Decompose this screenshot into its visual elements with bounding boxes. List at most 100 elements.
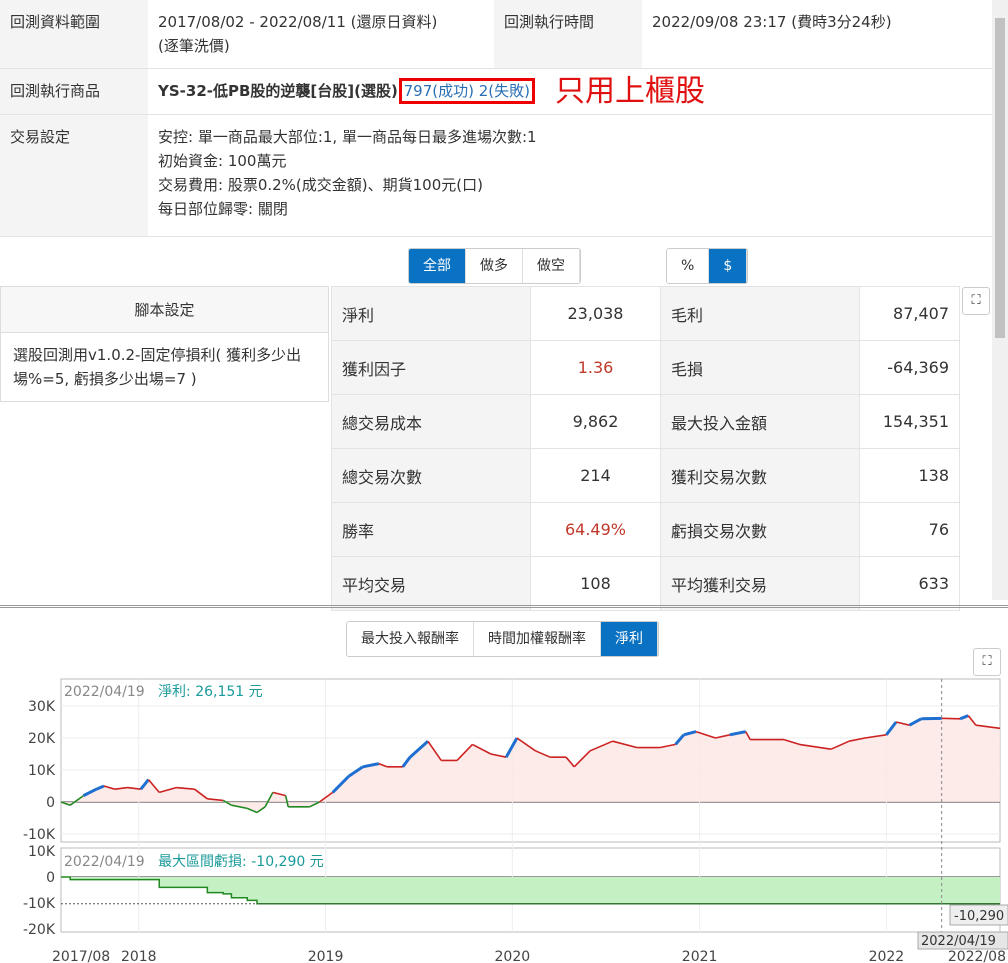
cursor-date-box — [917, 931, 1008, 950]
equity-segment — [848, 737, 866, 742]
y-tick-label: 0 — [46, 795, 55, 811]
annotation-text: 只用上櫃股 — [555, 73, 705, 109]
cursor-date-label: 2022/04/19 — [921, 934, 996, 949]
stat-value: 23,038 — [530, 286, 661, 341]
filter-long-button[interactable]: 做多 — [466, 249, 523, 283]
stat-label: 總交易成本 — [331, 394, 531, 449]
equity-segment — [176, 786, 195, 790]
success-link[interactable]: 797(成功) — [403, 82, 474, 100]
equity-segment — [231, 804, 248, 810]
x-tick-label: 2018 — [121, 949, 157, 963]
equity-segment — [783, 738, 800, 746]
scrollbar[interactable] — [992, 0, 1008, 600]
equity-segment — [95, 784, 105, 791]
y-tick-label: -10K — [23, 827, 56, 843]
stat-value: 154,351 — [859, 394, 960, 449]
equity-segment — [864, 734, 887, 739]
filter-all-button[interactable]: 全部 — [409, 249, 466, 283]
stat-value: 87,407 — [859, 286, 960, 341]
unit-percent-button[interactable]: % — [667, 249, 710, 283]
equity-segment — [139, 778, 150, 791]
equity-segment — [959, 714, 969, 721]
scrollbar-thumb[interactable] — [995, 18, 1005, 338]
range-value: 2017/08/02 - 2022/08/11 (還原日資料) — [158, 13, 438, 31]
stat-label: 獲利因子 — [331, 340, 531, 395]
fail-link[interactable]: 2(失敗) — [478, 82, 530, 100]
trade-line: 安控: 單一商品最大部位:1, 單一商品每日最多進場次數:1 — [158, 127, 537, 146]
x-tick-label: 2022/08 — [948, 949, 1006, 963]
equity-segment — [408, 740, 429, 759]
stat-value: 1.36 — [530, 340, 661, 395]
equity-segment — [401, 756, 412, 768]
stat-label: 平均交易 — [331, 556, 531, 611]
x-tick-label: 2020 — [495, 949, 531, 963]
trade-line: 初始資金: 100萬元 — [158, 151, 287, 170]
equity-segment — [82, 787, 97, 797]
stat-value: -64,369 — [859, 340, 960, 395]
script-settings: 腳本設定 選股回測用v1.0.2-固定停損利( 獲利多少出場%=5, 虧損多少出… — [0, 286, 329, 402]
equity-segment — [744, 731, 751, 740]
trade-line: 交易費用: 股票0.2%(成交金額)、期貨100元(口) — [158, 175, 483, 194]
equity-segment — [284, 795, 289, 807]
y-tick-label: 10K — [28, 763, 56, 779]
y-tick-label: -10K — [23, 896, 56, 912]
highlight-box: 797(成功) 2(失敗) — [398, 78, 535, 104]
product-value: YS-32-低PB股的逆襲[台股](選股) — [158, 82, 398, 100]
equity-segment — [69, 794, 84, 806]
stat-value: 76 — [859, 502, 960, 557]
equity-segment — [264, 792, 274, 808]
stats-row: 總交易次數 214 獲利交易次數 138 — [331, 448, 960, 503]
equity-segment — [612, 740, 638, 749]
unit-toggle: % $ — [666, 248, 749, 284]
top-header-text: 淨利: 26,151 元 — [158, 684, 263, 700]
x-tick-label: 2021 — [682, 949, 718, 963]
top-header-date: 2022/04/19 — [64, 684, 145, 700]
tab-net-profit[interactable]: 淨利 — [601, 622, 658, 656]
stats-row: 勝率 64.49% 虧損交易次數 76 — [331, 502, 960, 557]
trade-line: 每日部位歸零: 關閉 — [158, 199, 288, 218]
chart-expand-icon[interactable]: ⛶ — [973, 648, 1001, 676]
equity-segment — [504, 737, 519, 758]
tab-time-weighted-return[interactable]: 時間加權報酬率 — [474, 622, 601, 656]
equity-segment — [490, 753, 507, 758]
drawdown-area — [61, 877, 1000, 904]
unit-dollar-button[interactable]: $ — [709, 249, 748, 283]
panel-resize-handle[interactable] — [0, 605, 1008, 608]
stat-label: 最大投入金額 — [660, 394, 860, 449]
equity-segment — [331, 775, 350, 794]
drawdown-end-label: -10,290 — [954, 909, 1004, 924]
equity-segment — [103, 785, 115, 790]
equity-segment — [659, 743, 676, 749]
equity-segment — [318, 791, 334, 803]
stat-label: 獲利交易次數 — [660, 448, 860, 503]
equity-segment — [194, 788, 208, 800]
exec-time-value: 2022/09/08 23:17 (費時3分24秒) — [642, 0, 992, 69]
tab-max-invest-return[interactable]: 最大投入報酬率 — [347, 622, 474, 656]
y-tick-label: 20K — [28, 731, 56, 747]
y-tick-label: 30K — [28, 699, 56, 715]
equity-area — [61, 715, 1000, 813]
range-label: 回測資料範圍 — [0, 0, 148, 69]
equity-segment — [975, 724, 1001, 730]
stat-label: 總交易次數 — [331, 448, 531, 503]
equity-segment — [908, 717, 922, 727]
filter-short-button[interactable]: 做空 — [523, 249, 580, 283]
equity-segment — [895, 721, 910, 726]
equity-segment — [472, 743, 492, 755]
equity-segment — [347, 765, 364, 778]
expand-icon[interactable]: ⛶ — [962, 287, 990, 315]
equity-segment — [516, 737, 536, 752]
equity-segment — [573, 750, 591, 768]
equity-segment — [565, 756, 575, 768]
direction-filter: 全部 做多 做空 — [408, 248, 581, 284]
equity-segment — [147, 779, 160, 793]
stat-value: 214 — [530, 448, 661, 503]
stat-value: 138 — [859, 448, 960, 503]
equity-segment — [362, 762, 380, 769]
drawdown-line — [61, 876, 1000, 905]
stat-label: 淨利 — [331, 286, 531, 341]
trade-label: 交易設定 — [0, 114, 148, 237]
equity-segment — [309, 801, 320, 808]
equity-segment — [683, 730, 697, 737]
equity-segment — [715, 734, 730, 739]
